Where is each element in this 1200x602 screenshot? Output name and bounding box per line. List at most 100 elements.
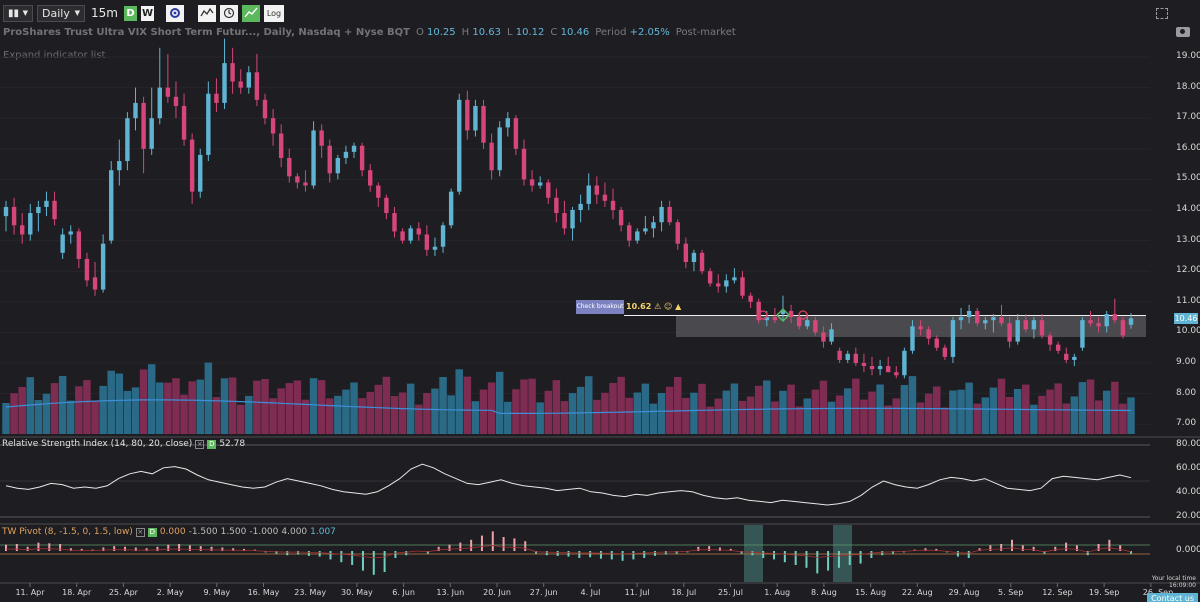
volume-bar — [941, 407, 949, 434]
candle-body — [885, 366, 891, 373]
volume-bar — [957, 389, 965, 434]
candle-body — [198, 154, 203, 192]
chart-type-dropdown[interactable]: ▮▮ ▼ — [3, 4, 33, 22]
volume-bar — [1119, 403, 1127, 434]
period-label: Period — [595, 27, 627, 38]
volume-bar — [868, 391, 876, 434]
candle-body — [966, 310, 972, 318]
date-tick-label: 27. Jun — [529, 588, 558, 597]
volume-bar — [358, 398, 366, 434]
fullscreen-icon[interactable] — [1156, 8, 1168, 19]
date-tick-label: 20. Jun — [483, 588, 511, 597]
volume-bar — [58, 376, 67, 434]
volume-bar — [665, 386, 674, 434]
candle-body — [1031, 320, 1037, 330]
volume-bar — [609, 383, 617, 434]
volume-bar — [415, 404, 423, 434]
candle-body — [780, 310, 786, 315]
volume-bar — [674, 377, 682, 434]
volume-bar — [253, 380, 261, 434]
rsi-line — [5, 463, 1132, 506]
volume-bar — [827, 401, 836, 434]
candle-body — [448, 191, 454, 226]
volume-bar — [220, 378, 229, 434]
candle-body — [497, 127, 502, 171]
camera-icon[interactable] — [1176, 27, 1190, 37]
log-scale-button[interactable]: Log — [263, 4, 284, 22]
volume-bar — [91, 401, 99, 434]
price-tick-label: 10.00 — [1176, 326, 1200, 337]
candle-body — [319, 130, 324, 146]
pivot-axis-label: 0.000 — [1176, 545, 1200, 555]
candle-body — [376, 185, 381, 198]
volume-bar — [924, 393, 933, 434]
settings-button[interactable] — [165, 4, 184, 22]
rsi-badge[interactable]: D — [207, 439, 217, 449]
volume-bar — [471, 401, 480, 434]
candle-body — [1080, 320, 1085, 348]
candle-body — [999, 317, 1004, 324]
candle-body — [1055, 344, 1061, 351]
candle-body — [829, 329, 834, 342]
candle-body — [748, 295, 753, 302]
candle-body — [699, 252, 705, 272]
volume-bar — [722, 390, 731, 434]
high-label: H — [461, 27, 470, 38]
volume-bar — [350, 382, 358, 434]
candle-body — [36, 206, 41, 214]
interval-dropdown[interactable]: Daily ▼ — [37, 4, 85, 22]
volume-bar — [843, 388, 852, 434]
candle-body — [675, 222, 680, 244]
volume-bar — [876, 384, 884, 434]
date-tick-label: 11. Jul — [624, 588, 650, 597]
volume-bar — [576, 386, 585, 434]
price-tick-label: 11.00 — [1176, 295, 1200, 306]
history-button[interactable] — [219, 4, 238, 22]
pivot-badge[interactable]: D — [147, 527, 157, 537]
candle-body — [489, 142, 494, 171]
volume-bar — [398, 392, 407, 434]
candle-body — [303, 182, 308, 186]
volume-bar — [649, 403, 658, 434]
drawing-button[interactable] — [241, 4, 260, 22]
candle-body — [537, 182, 543, 186]
volume-bar — [544, 390, 553, 434]
candle-body — [222, 63, 227, 103]
weekly-button[interactable]: W — [140, 5, 154, 21]
date-tick-label: 8. Aug — [810, 588, 837, 597]
volume-bar — [1127, 397, 1135, 434]
volume-bar — [746, 396, 755, 434]
candle-body — [351, 145, 357, 152]
indicators-button[interactable] — [197, 4, 216, 22]
intraday-button[interactable]: 15m — [91, 6, 118, 20]
daily-button[interactable]: D — [123, 5, 137, 21]
candle-body — [683, 243, 689, 263]
volume-bar — [997, 378, 1006, 434]
candle-body — [1128, 318, 1134, 325]
gear-icon — [169, 8, 180, 18]
expand-indicator-list[interactable]: Expand indicator list — [3, 50, 106, 61]
contact-us-button[interactable]: Contact us — [1147, 593, 1198, 602]
volume-bar — [463, 376, 472, 434]
volume-bar — [447, 395, 455, 434]
date-tick-label: 1. Aug — [764, 588, 791, 597]
candle-body — [691, 252, 697, 263]
toolbar: ▮▮ ▼ Daily ▼ 15m D W — [0, 0, 1200, 26]
candle-body — [991, 317, 996, 321]
close-icon[interactable]: × — [195, 439, 205, 449]
volume-bar — [2, 403, 10, 434]
candle-body — [416, 228, 421, 235]
volume-bar — [835, 395, 844, 434]
candle-body — [740, 277, 745, 296]
candle-body — [1096, 323, 1101, 327]
price-tick-label: 9.00 — [1176, 357, 1197, 367]
volume-bar — [536, 402, 544, 434]
volume-bar — [309, 378, 318, 434]
date-tick-label: 15. Aug — [855, 588, 887, 597]
date-tick-label: 5. Sep — [998, 588, 1024, 597]
close-icon[interactable]: × — [135, 527, 145, 537]
candle-body — [1007, 323, 1012, 342]
volume-bar — [107, 370, 115, 434]
